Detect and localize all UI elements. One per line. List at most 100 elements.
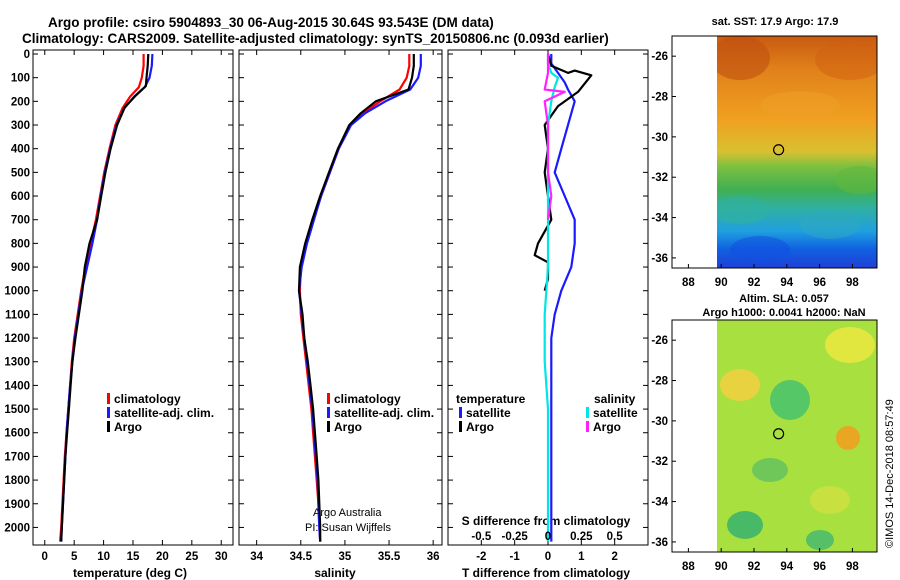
- depth-tick-label: 1500: [4, 404, 30, 416]
- depth-tick-label: 800: [11, 238, 30, 250]
- legend-temp-argo-swatch: [459, 421, 462, 432]
- depth-tick-label: 400: [11, 144, 30, 156]
- legend-argo-label: Argo: [114, 420, 142, 434]
- s-diff-tick-label: 0.25: [570, 531, 593, 543]
- salinity-panel-frame: [238, 49, 443, 546]
- series-line-salinity-argo: [543, 54, 566, 220]
- depth-tick-label: 1700: [4, 451, 30, 463]
- x-tick-label: 36: [427, 551, 440, 563]
- map-lat-tick-label: -36: [651, 253, 668, 265]
- depth-tick-label: 1000: [4, 286, 30, 298]
- x-tick-label: 35.5: [378, 551, 401, 563]
- salinity-legend: climatology satellite-adj. clim. Argo: [327, 392, 434, 434]
- x-tick-label: -1: [510, 551, 521, 563]
- legend-satellite-swatch: [327, 407, 330, 418]
- map-lat-tick-label: -26: [651, 51, 668, 63]
- map-lat-tick-label: -34: [651, 497, 668, 509]
- map-lon-tick-label: 92: [748, 561, 761, 573]
- map-lon-tick-label: 90: [715, 561, 728, 573]
- salinity-xlabel: salinity: [314, 566, 356, 580]
- series-line-climatology: [59, 54, 145, 542]
- legend-argo-label: Argo: [334, 420, 362, 434]
- depth-tick-label: 900: [11, 262, 30, 274]
- legend-argo-swatch: [327, 421, 330, 432]
- legend-temp-argo-label: Argo: [466, 420, 494, 434]
- depth-tick-label: 1300: [4, 357, 30, 369]
- difference-xlabel: T difference from climatology: [462, 566, 630, 580]
- legend-climatology-label: climatology: [114, 392, 181, 406]
- credit-line1: Argo Australia: [313, 507, 382, 519]
- depth-tick-label: 0: [24, 49, 30, 61]
- map-lon-tick-label: 94: [780, 277, 793, 289]
- x-tick-label: 1: [578, 551, 585, 563]
- difference-top-label: S difference from climatology: [462, 514, 631, 528]
- x-tick-label: 0: [42, 551, 48, 563]
- series-line-argo: [60, 53, 150, 542]
- figure-title-line2: Climatology: CARS2009. Satellite-adjuste…: [22, 31, 609, 46]
- depth-tick-label: 600: [11, 191, 30, 203]
- x-tick-label: 0: [545, 551, 551, 563]
- sla-map-title-line1: Altim. SLA: 0.057: [739, 293, 829, 305]
- s-diff-tick-label: 0.5: [607, 531, 624, 543]
- x-tick-label: 15: [127, 551, 140, 563]
- legend-temp-satellite-label: satellite: [466, 406, 511, 420]
- sla-map-title-line2: Argo h1000: 0.0041 h2000: NaN: [702, 307, 865, 319]
- map-lon-tick-label: 98: [846, 277, 859, 289]
- depth-tick-label: 1100: [5, 309, 30, 321]
- legend-satellite-label: satellite-adj. clim.: [114, 406, 214, 420]
- imos-stamp: ©IMOS 14-Dec-2018 08:57:49: [884, 399, 896, 548]
- legend-sal-satellite-swatch: [586, 407, 589, 418]
- legend-sal-argo-swatch: [586, 421, 589, 432]
- depth-tick-label: 1600: [4, 428, 30, 440]
- depth-tick-label: 2000: [4, 522, 30, 534]
- sst-map-image: [717, 36, 877, 268]
- map-lon-tick-label: 96: [813, 277, 826, 289]
- map-lon-tick-label: 96: [813, 561, 826, 573]
- legend-sal-argo-label: Argo: [593, 420, 621, 434]
- legend-temp-satellite-swatch: [459, 407, 462, 418]
- x-tick-label: 25: [185, 551, 198, 563]
- depth-tick-label: 1200: [4, 333, 30, 345]
- depth-tick-label: 1900: [4, 499, 30, 511]
- map-lon-tick-label: 94: [780, 561, 793, 573]
- sst-map-title: sat. SST: 17.9 Argo: 17.9: [712, 16, 839, 28]
- map-lat-tick-label: -36: [651, 537, 668, 549]
- map-lat-tick-label: -30: [651, 132, 668, 144]
- depth-tick-label: 700: [11, 215, 30, 227]
- map-lon-tick-label: 90: [715, 277, 728, 289]
- legend-satellite-label: satellite-adj. clim.: [334, 406, 434, 420]
- depth-tick-label: 300: [11, 120, 30, 132]
- depth-tick-label: 1400: [4, 380, 30, 392]
- legend-sal-satellite-label: satellite: [593, 406, 638, 420]
- x-tick-label: -2: [476, 551, 486, 563]
- temperature-xlabel: temperature (deg C): [73, 566, 187, 580]
- sla-map-image: [717, 320, 877, 552]
- depth-tick-label: 500: [11, 167, 30, 179]
- temperature-legend: climatology satellite-adj. clim. Argo: [107, 392, 214, 434]
- map-lon-tick-label: 92: [748, 277, 761, 289]
- difference-legend: temperature satellite Argo salinity sate…: [456, 392, 638, 434]
- legend-salinity-heading: salinity: [594, 392, 636, 406]
- x-tick-label: 34: [250, 551, 263, 563]
- s-diff-tick-label: -0.25: [502, 531, 529, 543]
- map-lon-tick-label: 98: [846, 561, 859, 573]
- x-tick-label: 35: [339, 551, 352, 563]
- sst-map-frame: [671, 35, 878, 269]
- map-lat-tick-label: -34: [651, 213, 668, 225]
- generated-chart-marks: 0100200300400500600700800900100011001200…: [4, 49, 859, 573]
- map-lat-tick-label: -32: [651, 456, 668, 468]
- sla-map-frame: [671, 319, 878, 553]
- legend-climatology-swatch: [327, 393, 330, 404]
- series-line-salinity-satellite: [543, 54, 560, 542]
- depth-tick-label: 1800: [4, 475, 30, 487]
- legend-satellite-swatch: [107, 407, 110, 418]
- map-lon-tick-label: 88: [682, 561, 695, 573]
- argo-location-marker: [772, 428, 785, 440]
- argo-location-marker: [772, 144, 785, 156]
- map-lat-tick-label: -26: [651, 335, 668, 347]
- credit-line2: PI: Susan Wijffels: [305, 522, 391, 534]
- x-tick-label: 30: [215, 551, 228, 563]
- s-diff-tick-label: -0.5: [471, 531, 491, 543]
- map-lat-tick-label: -28: [651, 92, 668, 104]
- legend-temperature-heading: temperature: [456, 392, 526, 406]
